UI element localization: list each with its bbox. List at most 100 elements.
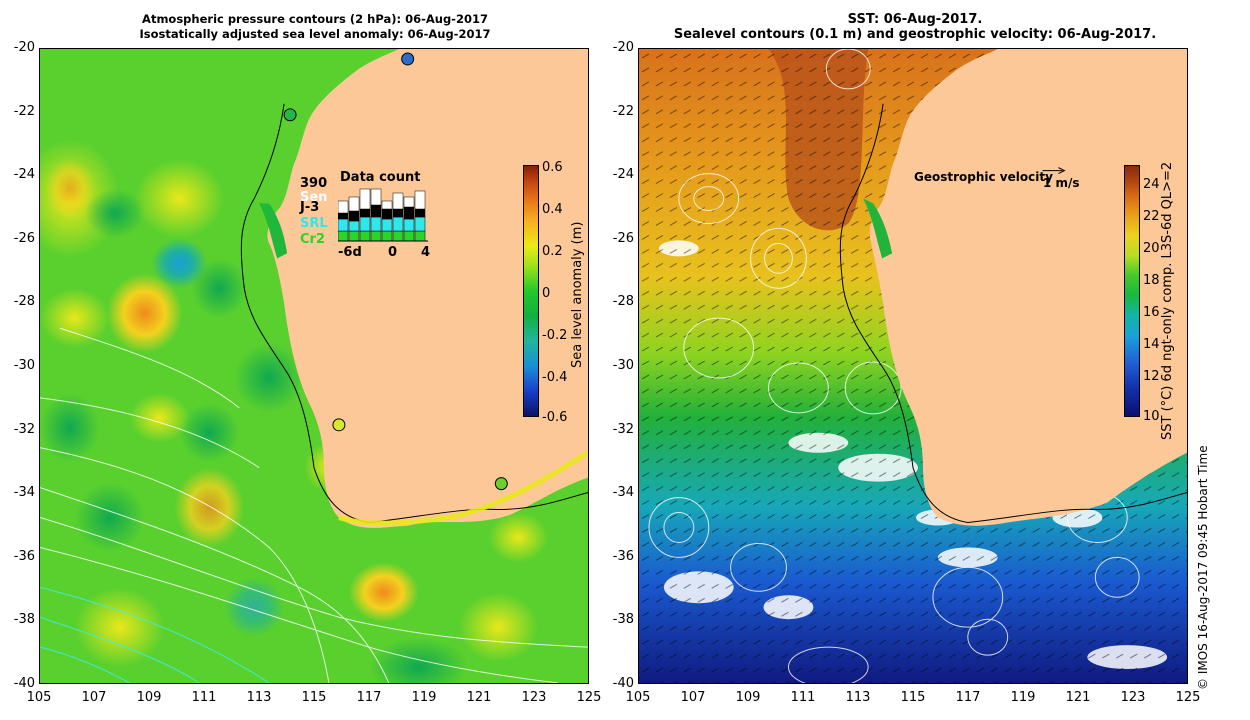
left-title-line1: Atmospheric pressure contours (2 hPa): 0… xyxy=(142,12,488,26)
series-label-cr2: Cr2 xyxy=(300,232,325,247)
left-lon-tick: 111 xyxy=(191,690,217,705)
data-count-bars xyxy=(338,188,428,242)
data-count-bar-segment xyxy=(338,200,349,214)
left-lat-tick: -32 xyxy=(13,421,35,437)
left-panel-title: Atmospheric pressure contours (2 hPa): 0… xyxy=(40,12,590,42)
data-count-bar-segment xyxy=(403,206,415,220)
data-count-bar-segment xyxy=(348,230,360,242)
data-count-bar-segment xyxy=(381,218,393,232)
australia-land xyxy=(267,49,588,528)
right-lat-tick: -24 xyxy=(612,167,634,183)
left-lat-tick: -28 xyxy=(13,294,35,310)
left-lat-tick: -20 xyxy=(13,40,35,55)
data-count-max: 390 xyxy=(300,176,328,191)
left-lon-tick: 119 xyxy=(411,690,437,705)
right-lat-tick: -34 xyxy=(612,485,634,501)
right-lon-tick: 109 xyxy=(735,690,761,705)
tide-gauge-marker xyxy=(283,108,297,122)
sea-level-anomaly-map xyxy=(39,48,589,684)
data-count-bar-segment xyxy=(359,216,371,232)
tide-gauge-marker xyxy=(332,418,346,432)
data-count-bar-segment xyxy=(359,230,371,242)
right-lon-tick: 121 xyxy=(1065,690,1091,705)
sea-level-anomaly-map-graphic xyxy=(40,49,588,683)
left-lon-tick: 125 xyxy=(576,690,602,705)
sst-colorbar-tick: 14 xyxy=(1143,337,1160,352)
left-lon-tick: 107 xyxy=(81,690,107,705)
data-count-title: Data count xyxy=(340,170,421,185)
data-count-bar-segment xyxy=(348,210,360,222)
right-lat-tick: -38 xyxy=(612,612,634,628)
data-count-bar-segment xyxy=(414,230,426,242)
left-lon-tick: 117 xyxy=(356,690,382,705)
sla-colorbar-tick: 0.6 xyxy=(542,160,563,175)
right-lon-tick: 125 xyxy=(1175,690,1201,705)
right-lat-tick: -20 xyxy=(612,40,634,55)
left-lon-tick: 121 xyxy=(466,690,492,705)
right-title-line1: SST: 06-Aug-2017. xyxy=(847,12,983,27)
left-lat-tick: -24 xyxy=(13,167,35,183)
series-label-srl: SRL xyxy=(300,216,328,231)
left-lat-tick: -34 xyxy=(13,485,35,501)
data-count-bar-segment xyxy=(414,208,426,218)
right-lat-tick: -26 xyxy=(612,230,634,246)
sla-colorbar-tick: 0.4 xyxy=(542,202,563,217)
left-lat-tick: -30 xyxy=(13,358,35,373)
series-label-sen: Sen xyxy=(300,190,328,205)
right-lon-tick: 105 xyxy=(625,690,651,705)
data-count-inset: Data count 390 Sen J-3 SRL Cr2 -6d 0 4 xyxy=(298,170,438,270)
data-count-bar-segment xyxy=(381,230,393,242)
right-lon-tick: 115 xyxy=(900,690,926,705)
right-lon-tick: 119 xyxy=(1010,690,1036,705)
left-lat-tick: -26 xyxy=(13,230,35,246)
sla-colorbar-tick: -0.6 xyxy=(542,410,568,425)
left-lon-tick: 109 xyxy=(136,690,162,705)
data-count-bar-segment xyxy=(392,216,404,232)
left-title-line2: Isostatically adjusted sea level anomaly… xyxy=(139,27,491,41)
sst-map xyxy=(638,48,1188,684)
left-lon-tick: 113 xyxy=(246,690,272,705)
data-count-bar-segment xyxy=(359,208,371,218)
left-lon-tick: 105 xyxy=(26,690,52,705)
australia-land xyxy=(869,49,1187,526)
inset-xtick-zero: 0 xyxy=(388,245,398,260)
data-count-bar-segment xyxy=(403,230,415,242)
sst-colorbar-tick: 16 xyxy=(1143,305,1160,320)
right-lat-tick: -22 xyxy=(612,103,634,119)
data-count-bar-segment xyxy=(414,216,426,232)
right-lat-tick: -30 xyxy=(612,358,634,373)
right-lon-tick: 111 xyxy=(790,690,816,705)
data-count-bar-segment xyxy=(338,230,349,242)
imos-credit: © IMOS 16-Aug-2017 09:45 Hobart Time xyxy=(1196,445,1210,690)
tide-gauge-marker xyxy=(401,52,415,66)
right-lon-tick: 123 xyxy=(1120,690,1146,705)
series-label-j3: J-3 xyxy=(300,200,320,215)
data-count-bar-segment xyxy=(392,208,404,218)
data-count-bar-segment xyxy=(381,200,393,210)
left-lon-tick: 115 xyxy=(301,690,327,705)
sla-colorbar-label: Sea level anomaly (m) xyxy=(570,221,585,368)
right-lon-tick: 107 xyxy=(680,690,706,705)
sla-colorbar-tick: -0.4 xyxy=(542,370,568,385)
inset-xtick-start: -6d xyxy=(338,245,362,260)
sst-colorbar-tick: 22 xyxy=(1143,209,1160,224)
data-count-bar-segment xyxy=(414,190,426,210)
data-count-bar-segment xyxy=(348,196,360,212)
data-count-bar-segment xyxy=(338,218,349,232)
data-count-bar-segment xyxy=(359,188,371,210)
left-lat-tick: -22 xyxy=(13,103,35,119)
data-count-bar-segment xyxy=(403,196,415,208)
left-lat-tick: -36 xyxy=(13,548,35,564)
sla-colorbar-tick: -0.2 xyxy=(542,328,568,343)
left-lat-tick: -40 xyxy=(13,676,35,691)
data-count-bar-segment xyxy=(392,230,404,242)
right-lon-tick: 113 xyxy=(845,690,871,705)
sla-colorbar-tick: 0 xyxy=(542,286,551,301)
right-lat-tick: -36 xyxy=(612,548,634,564)
sst-map-graphic xyxy=(639,49,1187,683)
right-lon-tick: 117 xyxy=(955,690,981,705)
velocity-scale-label: 1 m/s xyxy=(1043,176,1080,190)
sla-colorbar-tick: 0.2 xyxy=(542,244,563,259)
right-title-line2: Sealevel contours (0.1 m) and geostrophi… xyxy=(673,27,1157,42)
data-count-bar-segment xyxy=(403,218,415,232)
